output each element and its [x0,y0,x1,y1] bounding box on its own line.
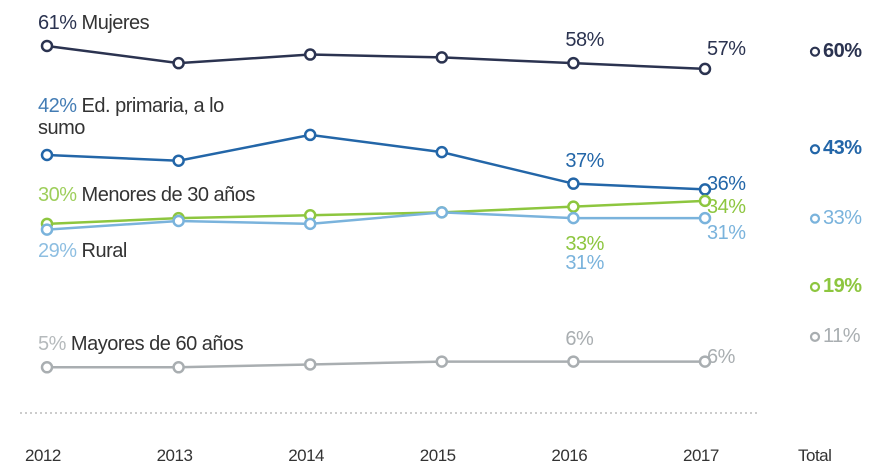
value-label: 61% [38,11,77,34]
value-label: 36% [707,173,746,196]
total-label: 60% [823,39,862,62]
series-label: 61% Mujeres [38,11,150,34]
series-label: 5% Mayores de 60 años [38,333,244,356]
value-label: 34% [707,195,746,218]
series-line [46,133,706,191]
point [40,361,54,374]
series-line [46,211,705,231]
point [303,128,317,142]
value-label: 37% [565,149,604,172]
series-name: Mujeres [81,11,150,34]
point [303,48,317,61]
x-tick-label: 2012 [25,446,61,465]
point [40,39,54,53]
point [172,214,185,228]
point [698,211,712,225]
total-point [809,213,821,224]
point [698,194,712,208]
point [567,355,580,368]
series-name: Ed. primaria, a lo sumo [38,94,224,139]
x-tick-label: 2013 [156,446,193,465]
point [435,51,449,64]
total-label: 11% [823,324,861,347]
value-label: 57% [707,37,746,60]
total-category-label: Total [798,446,832,465]
value-label: 5% [38,333,66,356]
value-label: 33% [565,232,604,255]
point [567,200,580,213]
series-line [46,199,706,226]
x-tick-label: 2016 [551,446,588,465]
series-label: 42% Ed. primaria, a lo sumo [38,95,238,139]
series-line [46,44,706,71]
value-label: 31% [707,222,746,245]
point [172,154,185,167]
value-label: 6% [565,327,594,350]
x-tick-label: 2014 [288,446,325,465]
series-label: 30% Menores de 30 años [38,184,255,206]
point [172,56,185,70]
x-tick-label: 2017 [683,446,719,465]
total-point [809,144,821,155]
point [172,361,185,374]
value-label: 42% [38,94,77,117]
series-name: Menores de 30 años [81,183,256,206]
x-tick-label: 2015 [419,446,456,465]
total-label: 19% [823,274,862,297]
total-point [809,46,821,57]
point [698,355,712,368]
series-name: Rural [81,239,128,262]
total-point [809,331,821,342]
total-label: 33% [823,206,862,229]
series-name: Mayores de 60 años [70,333,244,356]
value-label: 6% [707,345,735,368]
point [435,206,449,219]
point [40,223,54,236]
point [567,56,580,70]
point [435,145,449,159]
value-label: 30% [38,183,77,206]
point [435,355,449,368]
point [303,358,317,371]
series-label: 29% Rural [38,240,127,262]
value-label: 29% [38,239,77,262]
point [698,62,712,76]
value-label: 58% [565,29,604,52]
value-label: 31% [565,252,604,275]
point [567,211,580,225]
point [40,148,54,162]
point [303,217,317,231]
total-point [809,281,821,293]
total-label: 43% [823,137,862,160]
series-line [47,360,705,369]
point [567,177,580,190]
point [698,183,712,196]
